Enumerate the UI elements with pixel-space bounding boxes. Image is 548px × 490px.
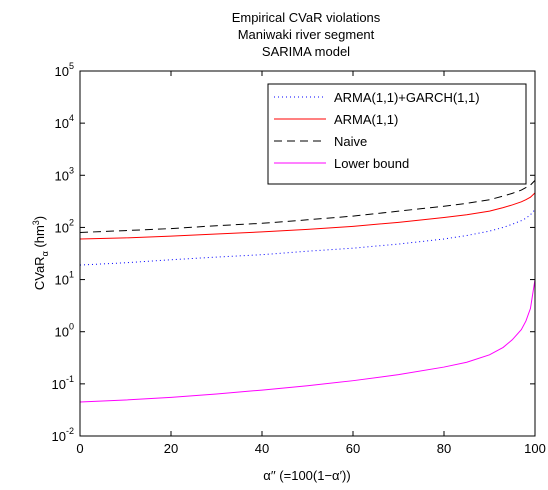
- y-tick-label-base: 10: [55, 325, 69, 340]
- x-tick-label: 100: [524, 441, 546, 456]
- y-tick-label-exponent: 0: [69, 322, 74, 332]
- series-line-0: [79, 209, 536, 266]
- y-axis-label: CVaRα (hm3): [31, 216, 50, 290]
- y-axis-label-subscript: α: [40, 251, 50, 256]
- y-tick-label: 105: [55, 61, 74, 79]
- y-tick-label-exponent: 2: [69, 217, 74, 227]
- chart-title: Empirical CVaR violations Maniwaki river…: [232, 10, 381, 59]
- y-tick-label-base: 10: [52, 377, 66, 392]
- y-axis-label-unit-exponent: 3: [31, 220, 41, 225]
- x-tick-label: 80: [437, 441, 451, 456]
- legend-label: ARMA(1,1)+GARCH(1,1): [334, 90, 480, 105]
- series-line-2: [79, 179, 536, 233]
- y-tick-label-base: 10: [55, 220, 69, 235]
- y-tick-label-exponent: 4: [69, 113, 74, 123]
- legend-box: [267, 83, 527, 185]
- y-tick-label: 101: [55, 270, 74, 288]
- y-tick-label: 10-2: [52, 426, 74, 444]
- chart-title-line-2: Maniwaki river segment: [238, 27, 375, 42]
- series-layer: [79, 179, 536, 403]
- legend-label: Lower bound: [334, 156, 409, 171]
- y-tick-label-base: 10: [55, 64, 69, 79]
- y-axis-label-main: CVaR: [32, 256, 47, 290]
- x-tick-label: 60: [346, 441, 360, 456]
- x-tick-label: 20: [164, 441, 178, 456]
- y-tick-label-base: 10: [52, 429, 66, 444]
- y-axis-label-unit: (hm: [32, 225, 47, 251]
- series-line-1: [79, 192, 536, 240]
- y-tick-label-base: 10: [55, 168, 69, 183]
- y-tick-label: 104: [55, 113, 74, 131]
- y-tick-label: 100: [55, 322, 74, 340]
- legend-label: Naive: [334, 134, 367, 149]
- y-tick-label-exponent: 3: [69, 165, 74, 175]
- legend: ARMA(1,1)+GARCH(1,1) ARMA(1,1) Naive Lower …: [267, 83, 527, 185]
- y-tick-label-exponent: -1: [66, 374, 74, 384]
- chart-title-line-3: SARIMA model: [262, 44, 350, 59]
- y-tick-label-exponent: 5: [69, 61, 74, 71]
- y-tick-label: 103: [55, 165, 74, 183]
- x-axis-label: α′′ (=100(1−α′)): [263, 468, 350, 483]
- y-tick-label-exponent: -2: [66, 426, 74, 436]
- y-tick-label: 102: [55, 217, 74, 235]
- plot-frame: [79, 70, 536, 437]
- x-tick-label: 40: [255, 441, 269, 456]
- y-tick-label: 10-1: [52, 374, 74, 392]
- y-tick-label-base: 10: [55, 116, 69, 131]
- y-tick-label-base: 10: [55, 273, 69, 288]
- x-tick-label: 0: [76, 441, 83, 456]
- legend-label: ARMA(1,1): [334, 112, 398, 127]
- chart-title-line-1: Empirical CVaR violations: [232, 10, 381, 25]
- y-axis-label-unit-close: ): [32, 216, 47, 220]
- y-tick-label-exponent: 1: [69, 270, 74, 280]
- series-line-3: [79, 279, 536, 403]
